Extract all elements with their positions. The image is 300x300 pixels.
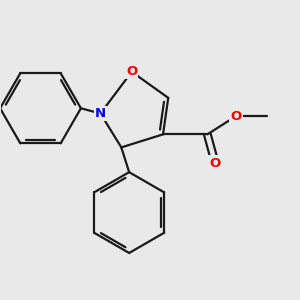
- Text: O: O: [210, 157, 221, 169]
- Text: N: N: [95, 107, 106, 120]
- Text: O: O: [126, 65, 137, 78]
- Text: O: O: [230, 110, 242, 123]
